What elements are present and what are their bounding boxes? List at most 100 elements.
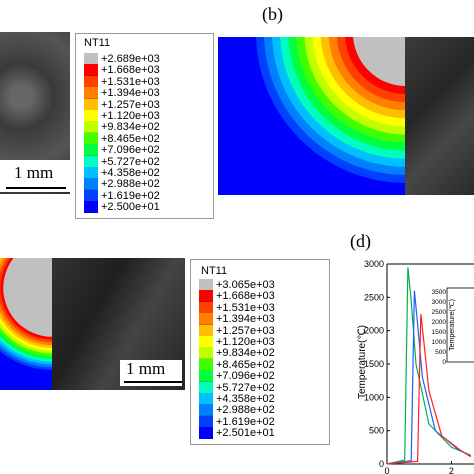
legend-bottom-value: +7.096e+02	[216, 370, 275, 383]
chart-y-tick-label: 500	[369, 426, 384, 436]
legend-top-swatch	[84, 64, 98, 77]
panel-label-d: (d)	[350, 231, 371, 251]
legend-top-value: +5.727e+02	[101, 155, 160, 168]
legend-bottom-swatch	[199, 324, 213, 337]
legend-bottom-row: +1.394e+03	[199, 313, 275, 326]
legend-bottom-value: +5.727e+02	[216, 381, 275, 394]
chart-series-line	[386, 313, 472, 465]
legend-top-value: +2.988e+02	[101, 178, 160, 191]
legend-top-swatch	[84, 178, 98, 191]
legend-bottom-swatch	[199, 415, 213, 428]
legend-top-value: +2.500e+01	[101, 201, 160, 214]
legend-top-value: +7.096e+02	[101, 144, 160, 157]
chart-y-tick-label: 2000	[364, 326, 384, 336]
legend-top-swatch	[84, 87, 98, 100]
legend-top-swatch	[84, 53, 98, 65]
chart-y-tick-label: 2500	[364, 292, 384, 302]
fem-top-molten-pool	[361, 37, 406, 78]
legend-bottom-value: +1.394e+03	[216, 313, 275, 326]
legend-top-row: +1.531e+03	[84, 75, 160, 88]
legend-bottom: NT11 +3.065e+03 +1.668e+03 +1.531e+03 +1.39…	[190, 259, 330, 445]
scale-bar-top-box	[0, 160, 70, 192]
legend-top-value: +4.358e+02	[101, 167, 160, 179]
legend-bottom-row: +3.065e+03	[199, 279, 275, 291]
legend-bottom-value: +9.834e+02	[216, 347, 275, 360]
legend-top-swatch	[84, 201, 98, 214]
legend-bottom-row: +7.096e+02	[199, 370, 275, 383]
panel-label-b: (b)	[262, 4, 283, 24]
legend-bottom-row: +1.619e+02	[199, 415, 275, 428]
legend-bottom-row: +8.465e+02	[199, 358, 275, 371]
legend-bottom-swatch	[199, 370, 213, 383]
legend-top-row: +5.727e+02	[84, 155, 160, 168]
legend-top-value: +2.689e+03	[101, 53, 160, 65]
legend-bottom-value: +4.358e+02	[216, 393, 275, 405]
legend-top-swatch	[84, 75, 98, 88]
legend-bottom-swatch	[199, 313, 213, 326]
legend-bottom-value: +8.465e+02	[216, 358, 275, 371]
legend-top-row: +1.619e+02	[84, 189, 160, 202]
legend-bottom-value: +1.257e+03	[216, 324, 275, 337]
legend-top-row: +1.668e+03	[84, 64, 160, 77]
legend-top-row: +2.500e+01	[84, 201, 160, 214]
scale-bar-bottom-label: 1 mm	[126, 359, 166, 378]
scale-bar-bottom-line	[124, 381, 182, 383]
chart-inset-y-label: Temperature(℃)	[449, 299, 456, 351]
legend-top-swatch	[84, 167, 98, 179]
legend-bottom-value: +1.531e+03	[216, 301, 275, 314]
chart-inset-frame	[446, 287, 474, 363]
chart-y-label: Temperature(℃)	[357, 325, 368, 399]
legend-top-swatch	[84, 132, 98, 145]
chart-y-tick-label: 1500	[364, 359, 384, 369]
fem-contour-top	[218, 37, 406, 195]
legend-bottom-swatch	[199, 404, 213, 417]
legend-bottom-row: +2.501e+01	[199, 427, 275, 440]
legend-bottom-swatch	[199, 427, 213, 440]
chart-x-tick-label: 2	[449, 466, 454, 474]
legend-bottom-swatch	[199, 301, 213, 314]
legend-top-row: +1.120e+03	[84, 110, 160, 122]
legend-top-swatch	[84, 110, 98, 122]
legend-top-row: +1.394e+03	[84, 87, 160, 100]
legend-top-row: +4.358e+02	[84, 167, 160, 179]
chart-inset-y-tick-label: 0	[442, 359, 446, 366]
chart-y-tick-label: 3000	[364, 259, 384, 269]
legend-top-row: +2.689e+03	[84, 53, 160, 65]
chart-inset-y-tick-label: 1500	[432, 329, 447, 336]
legend-bottom-swatch	[199, 336, 213, 348]
legend-top-row: +7.096e+02	[84, 144, 160, 157]
legend-top-row: +2.988e+02	[84, 178, 160, 191]
legend-bottom-row: +5.727e+02	[199, 381, 275, 394]
legend-bottom-swatch	[199, 347, 213, 360]
legend-bottom-value: +2.501e+01	[216, 427, 275, 440]
legend-top-value: +1.394e+03	[101, 87, 160, 100]
legend-top-swatch	[84, 98, 98, 111]
fem-contour-bottom	[0, 258, 52, 390]
legend-bottom-row: +1.668e+03	[199, 290, 275, 303]
legend-top-value: +1.531e+03	[101, 75, 160, 88]
chart-y-tick-label: 0	[379, 459, 384, 469]
legend-top-row: +8.465e+02	[84, 132, 160, 145]
legend-top-value: +8.465e+02	[101, 132, 160, 145]
legend-bottom-swatch	[199, 290, 213, 303]
legend-bottom-value: +3.065e+03	[216, 279, 275, 291]
legend-top-swatch	[84, 155, 98, 168]
chart-inset-y-tick-label: 2500	[432, 309, 447, 316]
legend-top-swatch	[84, 144, 98, 157]
legend-bottom-row: +2.988e+02	[199, 404, 275, 417]
legend-bottom-value: +1.619e+02	[216, 415, 275, 428]
chart-inset-y-tick-label: 3500	[432, 289, 447, 296]
legend-top-value: +1.668e+03	[101, 64, 160, 77]
legend-bottom-row: +4.358e+02	[199, 393, 275, 405]
legend-bottom-value: +1.668e+03	[216, 290, 275, 303]
legend-top-value: +1.120e+03	[101, 110, 160, 122]
legend-top-value: +1.619e+02	[101, 189, 160, 202]
temperature-chart: Temperature(℃) 0500100015002000250030000…	[357, 259, 474, 474]
micrograph-top-right	[405, 37, 474, 195]
legend-top-swatch	[84, 121, 98, 134]
chart-inset-y-tick-label: 2000	[432, 319, 447, 326]
legend-top-row: +9.834e+02	[84, 121, 160, 134]
legend-top-row: +1.257e+03	[84, 98, 160, 111]
legend-bottom-value: +1.120e+03	[216, 336, 275, 348]
legend-top-swatch	[84, 189, 98, 202]
